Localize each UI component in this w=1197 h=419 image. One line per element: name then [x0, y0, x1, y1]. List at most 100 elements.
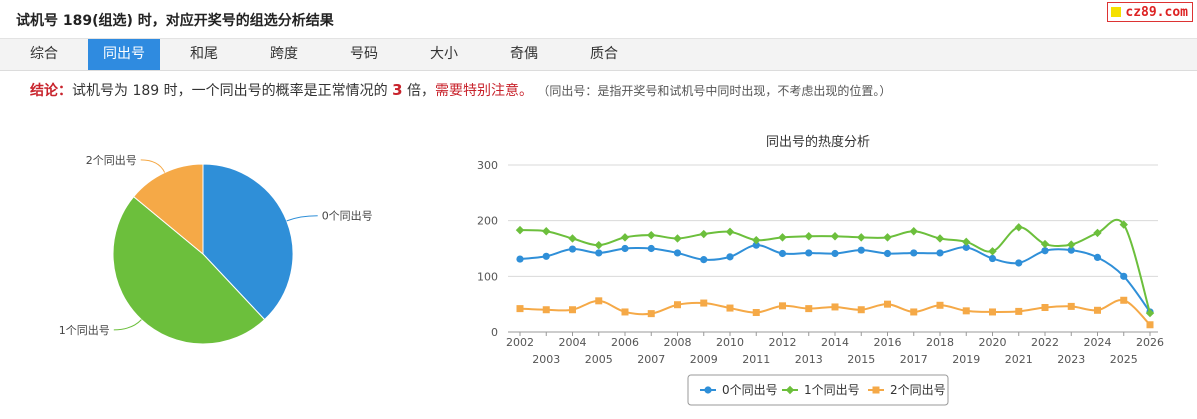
y-tick-label: 200 — [477, 215, 498, 228]
pie-slice-label: 1个同出号 — [59, 323, 110, 337]
data-point — [594, 240, 603, 250]
data-point — [621, 308, 629, 316]
legend-item-label: 0个同出号 — [722, 383, 778, 397]
data-point — [857, 233, 866, 242]
conclusion-multiple: 3 — [392, 81, 403, 99]
line-chart: 同出号的热度分析 0 100 200 300 2002 2003 2004 2005 2006 20… — [477, 134, 1164, 406]
pie-slice — [202, 163, 294, 321]
data-point — [988, 254, 997, 263]
x-tick-label: 2017 — [900, 353, 928, 366]
data-point — [831, 303, 839, 311]
data-point — [830, 232, 840, 241]
conclusion-note: （同出号：是指开奖号和试机号中同时出现，不考虑出现的位置。） — [537, 84, 892, 98]
chart-legend: 0个同出号 1个同出号 2个同出号 — [687, 374, 949, 406]
data-point — [1119, 220, 1128, 229]
x-tick-label: 2004 — [559, 336, 587, 349]
y-tick-label: 0 — [491, 326, 498, 339]
x-tick-label: 2023 — [1057, 353, 1085, 366]
x-tick-label: 2006 — [611, 336, 639, 349]
x-tick-label: 2014 — [821, 336, 849, 349]
data-point — [647, 244, 655, 253]
data-point — [831, 249, 839, 258]
data-point — [595, 249, 603, 257]
data-point — [726, 304, 734, 312]
data-point — [1067, 246, 1075, 254]
x-tick-label: 2008 — [664, 336, 692, 349]
data-point — [935, 234, 945, 243]
data-point — [542, 227, 551, 236]
data-point — [700, 299, 708, 307]
x-tick-label: 2021 — [1005, 353, 1033, 366]
data-point — [1094, 306, 1101, 314]
data-point — [883, 233, 892, 242]
conclusion-warning: 需要特别注意。 — [434, 83, 533, 99]
data-point — [516, 305, 524, 313]
tab-hewei[interactable]: 和尾 — [190, 46, 218, 62]
x-tick-label: 2009 — [690, 353, 718, 366]
x-tick-label: 2016 — [874, 336, 902, 349]
data-point — [805, 305, 813, 313]
tab-zonghe[interactable]: 综合 — [30, 46, 58, 62]
legend-item-label: 1个同出号 — [804, 383, 860, 397]
data-point — [1067, 302, 1075, 310]
pie-chart: 0个同出号 1个同出号 2个同出号 — [59, 153, 373, 345]
x-tick-label: 2020 — [979, 336, 1007, 349]
data-point — [857, 306, 865, 314]
tab-daxiao[interactable]: 大小 — [430, 46, 458, 62]
data-point — [1145, 308, 1155, 318]
data-point — [515, 225, 525, 235]
data-point — [516, 255, 524, 263]
legend-box — [687, 374, 949, 406]
data-point — [673, 249, 682, 257]
data-point — [699, 229, 708, 239]
pie-slice-label: 2个同出号 — [86, 153, 137, 167]
data-point — [700, 256, 708, 264]
tab-jiou[interactable]: 奇偶 — [510, 46, 538, 62]
data-point — [988, 247, 997, 256]
x-tick-label: 2003 — [532, 353, 560, 366]
pie-connector — [286, 215, 318, 222]
data-point — [1041, 304, 1049, 312]
pie-connector — [140, 159, 166, 173]
tab-tongchuhao[interactable]: 同出号 — [88, 39, 160, 70]
x-tick-label: 2007 — [637, 353, 665, 366]
data-point — [989, 308, 996, 316]
tab-bar: 综合 同出号 和尾 跨度 号码 大小 奇偶 质合 — [0, 39, 1197, 71]
x-tick-label: 2024 — [1084, 336, 1112, 349]
tab-haoma[interactable]: 号码 — [350, 46, 378, 62]
x-tick-label: 2002 — [506, 336, 534, 349]
legend-marker — [785, 385, 795, 395]
data-point — [779, 302, 786, 310]
data-point — [752, 309, 760, 317]
data-point — [1120, 272, 1128, 280]
data-point — [884, 300, 891, 308]
data-point — [1093, 253, 1102, 262]
tab-zhihe[interactable]: 质合 — [590, 46, 618, 62]
chart-title: 同出号的热度分析 — [766, 134, 870, 150]
data-point — [1041, 247, 1049, 255]
watermark-text: cz89.com — [1125, 4, 1188, 20]
x-tick-label: 2010 — [716, 336, 744, 349]
conclusion-label: 结论： — [30, 83, 72, 99]
data-point — [752, 241, 760, 249]
pie-slice — [132, 163, 204, 256]
data-point — [1093, 228, 1102, 238]
data-point — [805, 249, 813, 257]
pie-slice-label: 0个同出号 — [322, 209, 373, 223]
data-point — [936, 249, 944, 257]
x-tick-label: 2019 — [952, 353, 980, 366]
data-point — [568, 245, 577, 253]
data-point — [595, 297, 603, 305]
legend-item-label: 2个同出号 — [890, 383, 946, 397]
data-point — [647, 230, 656, 240]
legend-marker — [872, 386, 880, 394]
data-point — [752, 235, 761, 245]
tab-kuadu[interactable]: 跨度 — [270, 46, 298, 62]
data-point — [1040, 239, 1050, 249]
x-tick-label: 2013 — [795, 353, 823, 366]
data-point — [568, 234, 577, 243]
data-point — [674, 301, 681, 309]
data-point — [910, 249, 918, 257]
data-point — [647, 310, 655, 318]
page-title: 试机号 189(组选) 时，对应开奖号的组选分析结果 — [16, 13, 334, 29]
